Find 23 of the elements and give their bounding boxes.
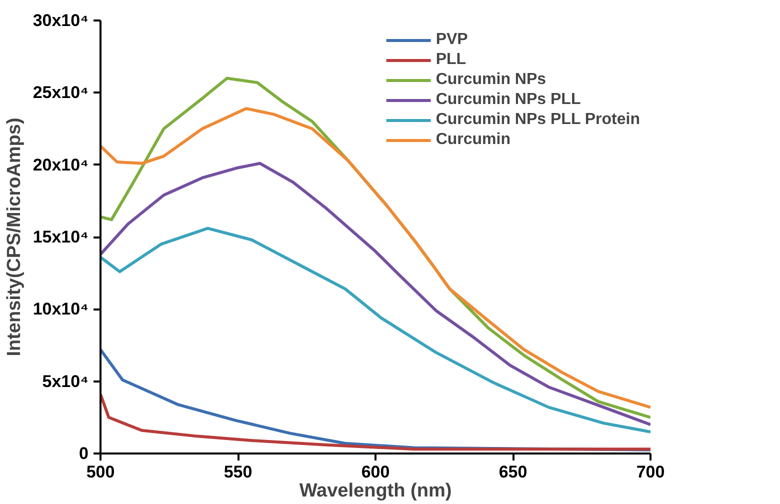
x-axis-title: Wavelength (nm) [299, 480, 452, 502]
line-series [100, 226, 650, 434]
x-tick-label: 600 [361, 462, 390, 482]
legend-label: Curcumin NPs PLL [436, 91, 581, 109]
x-tick-label: 500 [86, 462, 115, 482]
x-tick-label: 550 [224, 462, 252, 482]
y-tick-label: 30x10⁴ [32, 11, 89, 30]
line-series [100, 162, 650, 426]
x-tick-label: 650 [498, 462, 528, 482]
y-tick-label: 5x10⁴ [42, 372, 89, 391]
y-axis-title: Intensity(CPS/MicroAmps) [4, 118, 25, 356]
y-tick-label: 25x10⁴ [32, 83, 89, 102]
y-tick-label: 10x10⁴ [32, 300, 89, 319]
legend-label: PVP [436, 31, 468, 49]
y-tick-label: 0 [79, 444, 89, 463]
legend-label: Curcumin NPs [436, 71, 546, 89]
y-tick-label: 20x10⁴ [32, 155, 89, 174]
line-series [100, 392, 650, 451]
legend-label: PLL [436, 51, 466, 69]
legend-label: Curcumin NPs PLL Protein [436, 111, 640, 129]
legend-label: Curcumin [436, 131, 510, 149]
y-tick-label: 15x10⁴ [32, 228, 89, 246]
x-tick-label: 700 [636, 462, 665, 482]
